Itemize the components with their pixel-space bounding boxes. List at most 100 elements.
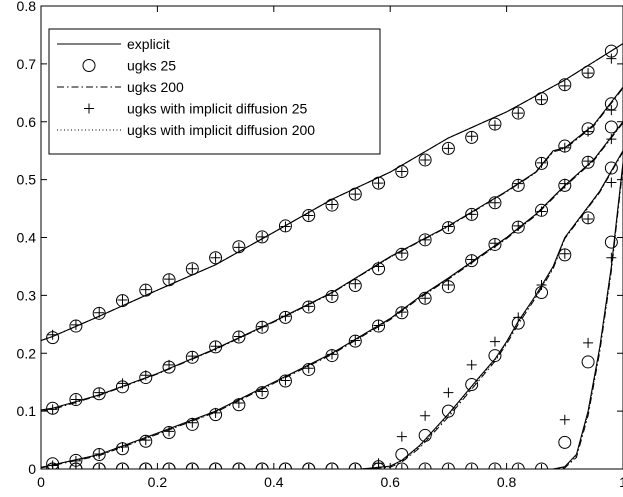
ugks-implicit-25-point xyxy=(443,464,454,469)
ugks-25-point xyxy=(278,374,292,388)
ugks-25-point xyxy=(92,306,106,320)
ugks-implicit-25-point xyxy=(187,464,198,469)
y-tick-label: 0.6 xyxy=(17,114,37,130)
ugks-implicit-25-point xyxy=(396,431,407,442)
ugks-implicit-25-point xyxy=(396,248,407,259)
ugks-implicit-25-point xyxy=(606,105,617,116)
ugks-implicit-25-point xyxy=(70,394,81,405)
ugks-implicit-25-point xyxy=(396,166,407,177)
ugks-implicit-25-point xyxy=(489,464,500,469)
ugks-25-point xyxy=(232,462,246,469)
ugks-implicit-25-point xyxy=(164,426,175,437)
y-tick-label: 0.1 xyxy=(17,403,37,419)
ugks-implicit-25-point xyxy=(257,464,268,469)
ugks-implicit-25-point xyxy=(513,178,524,189)
x-tick-label: 0.8 xyxy=(497,474,517,490)
ugks-25-point xyxy=(348,334,362,348)
ugks-implicit-25-point xyxy=(420,464,431,469)
ugks-implicit-25-point xyxy=(396,307,407,318)
legend-label: explicit xyxy=(127,36,170,52)
ugks-implicit-25-point xyxy=(94,307,105,318)
ugks-25-point xyxy=(581,355,595,369)
ugks-implicit-25-point xyxy=(233,331,244,342)
ugks-implicit-25-point xyxy=(583,156,594,167)
ugks-implicit-25-point xyxy=(513,312,524,323)
ugks-implicit-25-point xyxy=(117,464,128,469)
ugks-implicit-25-point xyxy=(606,177,617,188)
ugks-implicit-25-point xyxy=(94,448,105,459)
ugks-implicit-25-point xyxy=(466,209,477,220)
curve-4-explicit-line xyxy=(41,150,623,469)
ugks-implicit-25-point xyxy=(420,410,431,421)
ugks-25-point xyxy=(232,240,246,254)
ugks-25-point xyxy=(209,251,223,265)
ugks-25-point xyxy=(209,340,223,354)
curve-3-ugks-200-line xyxy=(41,122,623,469)
legend: explicit ugks 25 ugks 200 ugks with implici… xyxy=(48,28,381,155)
ugks-implicit-25-point xyxy=(606,53,617,64)
ugks-implicit-25-point xyxy=(187,417,198,428)
ugks-25-point xyxy=(488,462,502,469)
ugks-implicit-25-point xyxy=(257,231,268,242)
ugks-25-point xyxy=(488,196,502,210)
ugks-25-point xyxy=(185,462,199,469)
ugks-25-point xyxy=(278,219,292,233)
ugks-implicit-25-point xyxy=(117,378,128,389)
ugks-25-point xyxy=(302,300,316,314)
ugks-implicit-25-point xyxy=(327,349,337,360)
ugks-implicit-25-point xyxy=(210,252,221,263)
ugks-implicit-25-point xyxy=(210,341,221,352)
ugks-implicit-25-point xyxy=(280,221,291,232)
ugks-25-point xyxy=(348,462,362,469)
ugks-25-point xyxy=(115,462,129,469)
ugks-25-point xyxy=(395,462,409,469)
legend-box xyxy=(48,28,381,155)
ugks-implicit-25-point xyxy=(373,320,384,331)
ugks-implicit-25-point xyxy=(489,238,500,249)
ugks-implicit-25-point xyxy=(443,387,454,398)
x-tick-label: 0.2 xyxy=(148,474,168,490)
ugks-implicit-25-point xyxy=(420,293,431,304)
ugks-implicit-25-point xyxy=(327,464,337,469)
ugks-implicit-25-point xyxy=(583,68,594,79)
ugks-25-point xyxy=(465,462,479,469)
ugks-25-point xyxy=(372,462,386,469)
ugks-implicit-25-point xyxy=(536,157,547,168)
ugks-25-point xyxy=(604,235,618,249)
ugks-implicit-25-point xyxy=(70,464,81,469)
ugks-25-point xyxy=(441,462,455,469)
ugks-implicit-25-point xyxy=(280,375,291,386)
legend-sample-plus xyxy=(84,103,94,114)
ugks-implicit-25-point xyxy=(373,261,384,272)
ugks-25-point xyxy=(418,233,432,247)
ugks-implicit-25-point xyxy=(559,142,570,153)
ugks-implicit-25-point xyxy=(536,206,547,217)
ugks-implicit-25-point xyxy=(47,329,58,340)
ugks-implicit-25-point xyxy=(210,464,221,469)
ugks-implicit-25-point xyxy=(466,359,477,370)
x-tick-label: 0 xyxy=(37,474,45,490)
ugks-25-point xyxy=(465,207,479,221)
ugks-implicit-25-point xyxy=(489,120,500,131)
ugks-implicit-25-point xyxy=(47,404,58,415)
ugks-25-point xyxy=(255,462,269,469)
ugks-implicit-25-point xyxy=(559,248,570,259)
ugks-implicit-25-point xyxy=(233,242,244,253)
ugks-implicit-25-point xyxy=(94,464,105,469)
ugks-implicit-25-point xyxy=(140,435,151,446)
ugks-implicit-25-point xyxy=(489,197,500,208)
ugks-implicit-25-point xyxy=(420,234,431,245)
ugks-implicit-25-point xyxy=(350,278,361,289)
ugks-25-point xyxy=(511,462,525,469)
ugks-implicit-25-point xyxy=(350,335,361,346)
y-tick-label: 0.4 xyxy=(17,230,37,246)
ugks-implicit-25-point xyxy=(583,337,594,348)
ugks-25-point xyxy=(604,120,618,134)
legend-sample-circle xyxy=(82,59,96,72)
y-tick-label: 0.5 xyxy=(17,172,37,188)
ugks-implicit-25-point xyxy=(47,464,58,469)
x-tick-label: 0.4 xyxy=(264,474,284,490)
ugks-implicit-25-point xyxy=(559,80,570,91)
ugks-25-point xyxy=(162,462,176,469)
